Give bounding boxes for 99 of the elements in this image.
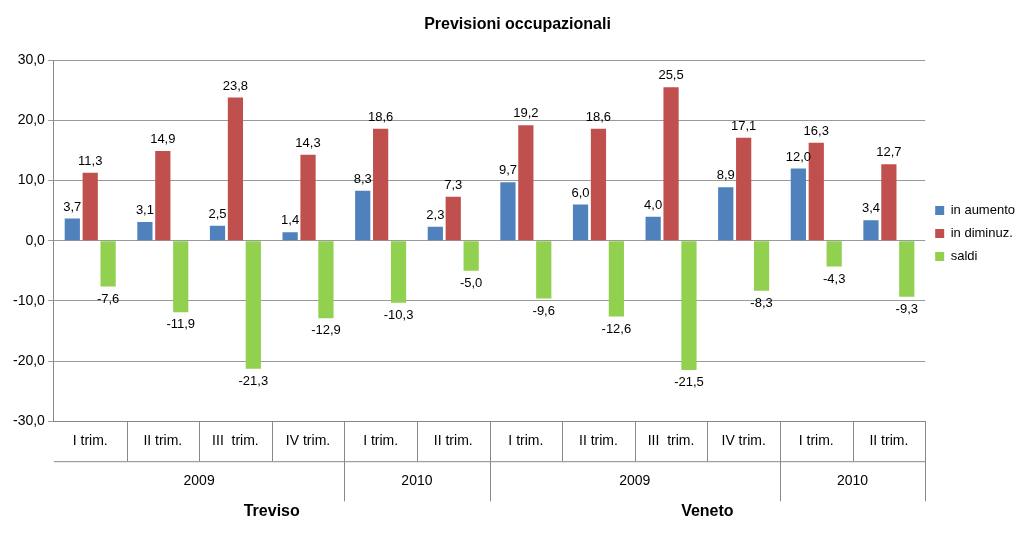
data-label: 18,6 xyxy=(585,108,612,124)
bar xyxy=(245,241,261,369)
x-tick-label: II trim. xyxy=(869,432,909,449)
x-tick-label: IV trim. xyxy=(285,432,331,449)
data-label: 3,1 xyxy=(135,202,154,218)
bar xyxy=(463,241,479,271)
bar xyxy=(318,241,334,319)
data-label: 4,0 xyxy=(644,196,663,212)
bar xyxy=(300,154,316,241)
x-tick-label: I trim. xyxy=(508,432,544,449)
bar xyxy=(355,190,371,241)
data-label: 14,3 xyxy=(295,134,321,150)
bar xyxy=(863,220,879,241)
bar xyxy=(500,182,516,241)
bar xyxy=(718,187,734,241)
bar xyxy=(227,97,244,241)
bar xyxy=(82,172,98,241)
x-tick-label: I trim. xyxy=(363,432,399,449)
bar xyxy=(899,241,915,297)
bar xyxy=(518,125,534,241)
bar xyxy=(173,241,189,313)
bar xyxy=(572,204,589,241)
x-tick-label: I trim. xyxy=(798,432,834,449)
data-label: 14,9 xyxy=(150,131,176,147)
bar xyxy=(427,226,443,241)
bar xyxy=(663,87,679,241)
data-label: 8,3 xyxy=(353,170,372,186)
x-tick-label: II trim. xyxy=(433,432,473,449)
data-label: 16,3 xyxy=(803,122,829,138)
y-tick-label: -20,0 xyxy=(12,351,46,368)
data-label: 11,3 xyxy=(78,152,103,168)
bar xyxy=(736,137,752,241)
data-label: -11,9 xyxy=(166,316,196,332)
bar xyxy=(590,128,607,241)
y-tick-label: 30,0 xyxy=(17,51,46,68)
bar xyxy=(608,241,624,317)
data-label: -9,6 xyxy=(532,302,555,318)
data-label: 1,4 xyxy=(281,212,300,228)
x-tick-label: II trim. xyxy=(579,432,618,449)
data-label: 9,7 xyxy=(498,162,517,178)
data-label: -12,9 xyxy=(311,322,341,338)
bar xyxy=(137,222,153,241)
x-tick-label: III trim. xyxy=(212,432,259,449)
bar xyxy=(536,241,552,299)
data-label: -5,0 xyxy=(459,274,483,290)
text: 2010 xyxy=(401,472,433,489)
text: Veneto xyxy=(681,501,734,519)
bar xyxy=(681,241,697,371)
data-label: 7,3 xyxy=(444,176,463,192)
legend-label: saldi xyxy=(950,248,978,264)
bar xyxy=(881,164,897,241)
data-label: -8,3 xyxy=(750,294,773,310)
data-label: -4,3 xyxy=(822,270,846,286)
data-label: -21,3 xyxy=(238,372,269,388)
data-label: 25,5 xyxy=(658,67,684,83)
text: 2009 xyxy=(183,472,215,489)
x-tick-label: III trim. xyxy=(647,432,695,449)
legend-label: in diminuz. xyxy=(950,225,1013,241)
bar xyxy=(790,168,806,241)
data-label: 2,5 xyxy=(208,205,227,221)
data-label: 12,7 xyxy=(876,144,902,160)
x-tick-label: I trim. xyxy=(72,432,108,449)
bar xyxy=(373,128,389,241)
text: 2010 xyxy=(837,472,869,489)
bar xyxy=(64,218,80,241)
data-label: 6,0 xyxy=(571,184,590,200)
text: Treviso xyxy=(243,501,300,519)
data-label: -12,6 xyxy=(601,320,632,336)
bar xyxy=(390,241,407,303)
data-label: 17,1 xyxy=(731,117,757,133)
chart-title: Previsioni occupazionali xyxy=(424,15,611,33)
bar xyxy=(282,232,298,241)
bar xyxy=(155,151,171,241)
data-label: -21,5 xyxy=(674,374,704,390)
legend-label: in aumento xyxy=(950,202,1016,218)
text: 2009 xyxy=(619,472,651,489)
y-tick-label: -10,0 xyxy=(12,291,46,308)
data-label: 19,2 xyxy=(513,105,539,121)
data-label: 2,3 xyxy=(426,206,445,222)
bar xyxy=(753,241,770,291)
y-tick-label: 20,0 xyxy=(17,111,46,128)
data-label: -10,3 xyxy=(383,306,414,322)
bar xyxy=(445,196,461,241)
data-label: 8,9 xyxy=(716,167,735,183)
data-label: -7,6 xyxy=(96,290,120,306)
data-label: 3,4 xyxy=(861,200,881,216)
y-tick-label: 0,0 xyxy=(25,231,46,248)
data-label: -9,3 xyxy=(895,300,918,316)
data-label: 18,6 xyxy=(367,108,394,124)
x-tick-label: IV trim. xyxy=(721,432,766,449)
bar xyxy=(826,241,842,267)
y-tick-label: -30,0 xyxy=(12,412,46,429)
x-tick-label: II trim. xyxy=(143,432,183,449)
bar xyxy=(645,216,661,241)
bar xyxy=(100,241,116,287)
data-label: 23,8 xyxy=(222,77,249,93)
bar xyxy=(209,225,226,241)
data-label: 3,7 xyxy=(63,198,82,214)
y-tick-label: 10,0 xyxy=(17,171,46,188)
